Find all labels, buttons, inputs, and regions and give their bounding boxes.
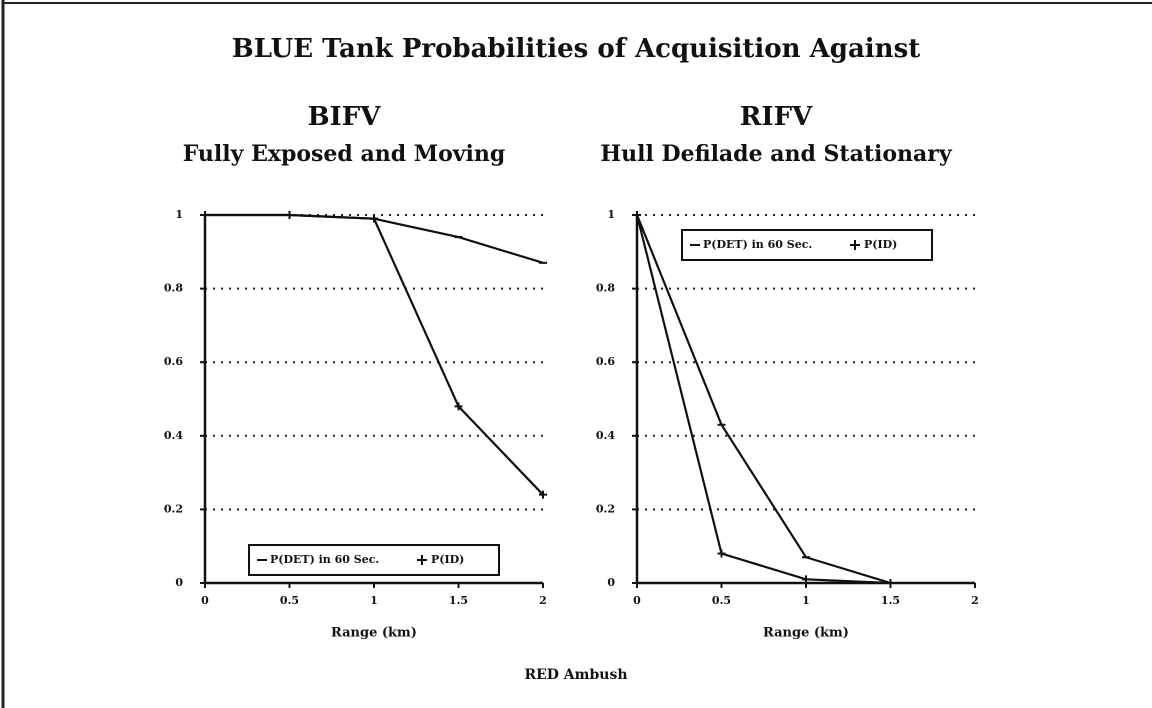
y-tick-label: 0: [607, 576, 615, 589]
chart-title: RIFV: [740, 102, 813, 132]
y-tick-label: 0.8: [164, 282, 183, 295]
legend-box: [681, 229, 933, 261]
series-line: [635, 214, 891, 585]
y-tick-label: 0.4: [596, 429, 615, 442]
marker: [201, 211, 209, 219]
series-line: [635, 214, 891, 585]
series-line: [205, 213, 544, 496]
marker: [633, 211, 641, 219]
x-tick-label: 0: [201, 594, 209, 607]
y-tick-label: 0.6: [596, 355, 615, 368]
y-tick-label: 0.6: [164, 355, 183, 368]
legend-label: P(DET) in 60 Sec.: [270, 553, 379, 566]
footer: RED Ambush: [524, 667, 627, 683]
chart-title: BIFV: [308, 102, 382, 132]
legend-box: [248, 544, 500, 576]
marker: [370, 214, 378, 223]
x-axis-label: Range (km): [331, 626, 417, 641]
page-title: BLUE Tank Probabilities of Acquisition A…: [232, 34, 920, 64]
legend-swatch: [417, 555, 427, 565]
chart-subtitle: Fully Exposed and Moving: [183, 141, 506, 167]
x-tick-label: 2: [971, 594, 979, 607]
y-tick-label: 0.2: [596, 502, 615, 515]
x-tick-label: 0.5: [280, 594, 299, 607]
legend-label: P(DET) in 60 Sec.: [703, 238, 812, 251]
x-tick-label: 1: [802, 594, 810, 607]
marker: [717, 549, 726, 558]
y-tick-label: 1: [607, 208, 615, 221]
y-tick-label: 0: [175, 576, 183, 589]
x-tick-label: 1.5: [449, 594, 468, 607]
chart-subtitle: Hull Defilade and Stationary: [600, 141, 953, 167]
x-tick-label: 1: [370, 594, 378, 607]
x-tick-label: 0.5: [712, 594, 731, 607]
marker: [886, 579, 895, 587]
marker: [802, 575, 810, 584]
x-tick-label: 2: [539, 594, 547, 607]
marker: [285, 211, 294, 219]
legend-label: P(ID): [431, 553, 464, 566]
legend-swatch: [850, 240, 860, 250]
legend-label: P(ID): [864, 238, 897, 251]
y-tick-label: 0.2: [164, 502, 183, 515]
x-tick-label: 1.5: [881, 594, 900, 607]
marker: [454, 402, 463, 411]
y-tick-label: 1: [175, 208, 183, 221]
y-tick-label: 0.8: [596, 282, 615, 295]
x-tick-label: 0: [633, 594, 641, 607]
marker: [539, 490, 547, 499]
x-axis-label: Range (km): [763, 626, 849, 641]
y-tick-label: 0.4: [164, 429, 183, 442]
